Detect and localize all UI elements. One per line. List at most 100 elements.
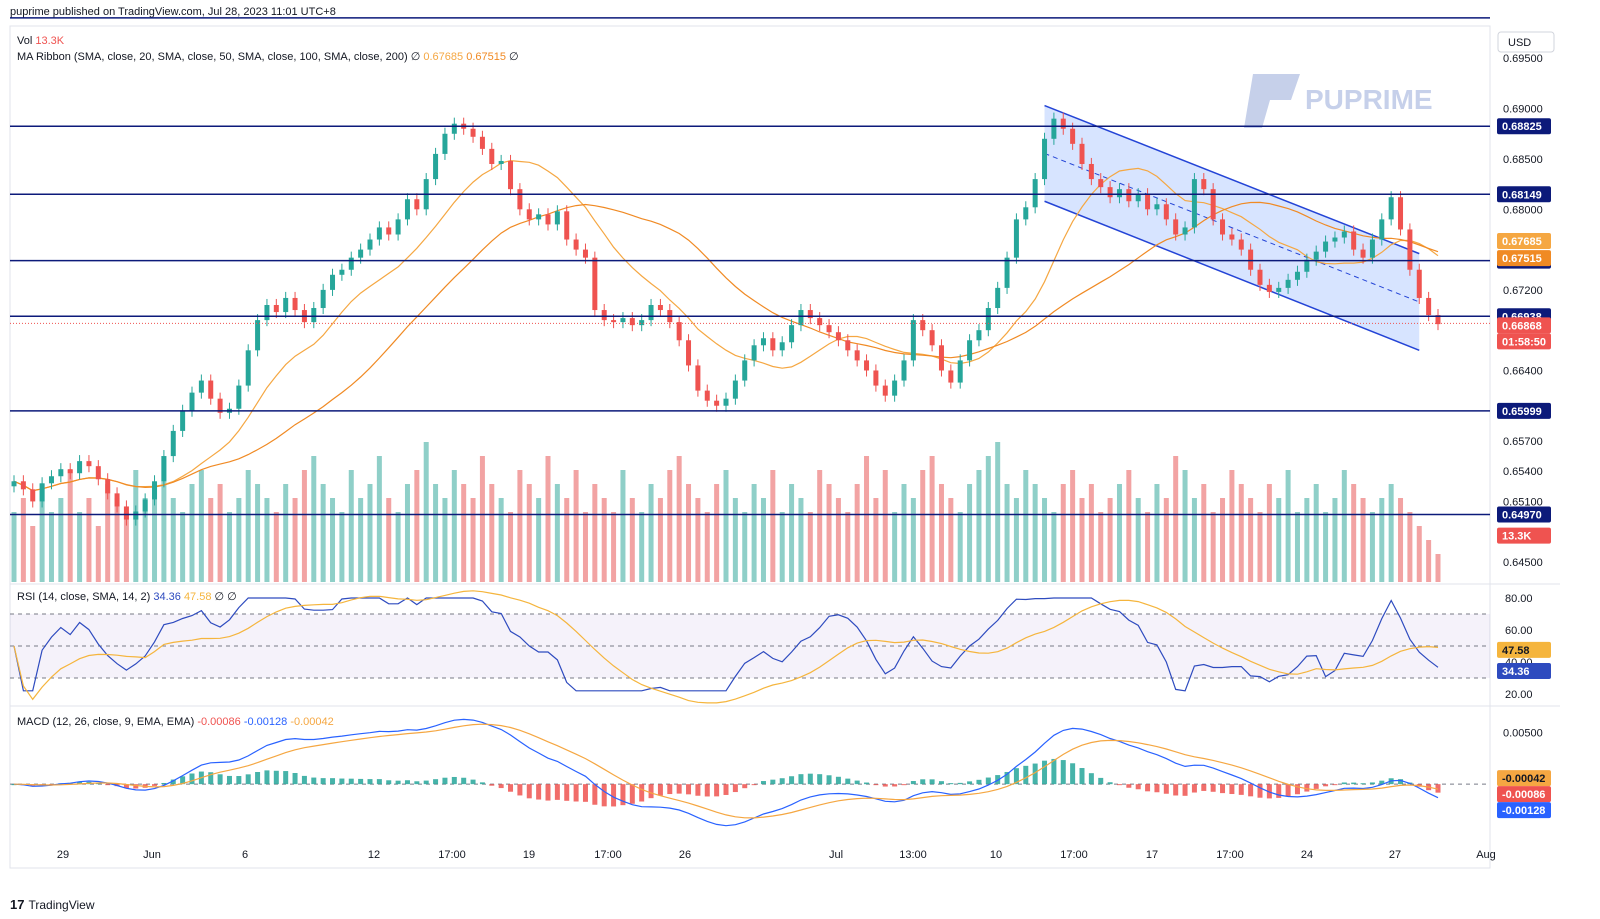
volume-bar bbox=[451, 470, 457, 582]
macd-histogram-bar bbox=[910, 781, 916, 785]
volume-bar bbox=[11, 512, 17, 582]
macd-histogram-bar bbox=[1220, 784, 1226, 794]
candle-body bbox=[358, 249, 364, 258]
candle-body bbox=[1135, 194, 1141, 202]
candle-body bbox=[404, 199, 410, 220]
volume-bar bbox=[77, 512, 83, 582]
macd-histogram-bar bbox=[161, 782, 167, 785]
candle-body bbox=[1023, 207, 1029, 220]
volume-bar bbox=[1135, 498, 1141, 582]
macd-histogram-bar bbox=[789, 776, 795, 785]
candle-body bbox=[601, 310, 607, 321]
candle-body bbox=[751, 345, 757, 361]
candle-body bbox=[95, 466, 101, 480]
tradingview-logo-icon: 17 bbox=[10, 897, 25, 912]
macd-histogram-bar bbox=[864, 782, 870, 785]
last-price-tag-bg bbox=[1497, 317, 1551, 334]
candle-body bbox=[686, 340, 692, 366]
volume-bar bbox=[545, 456, 551, 582]
volume-bar bbox=[479, 456, 485, 582]
macd-histogram-bar bbox=[1266, 784, 1272, 799]
candle-body bbox=[133, 511, 139, 520]
time-tick-label: 17:00 bbox=[438, 849, 466, 861]
time-tick-label: 17:00 bbox=[594, 849, 622, 861]
macd-signal-tag-bg bbox=[1497, 786, 1551, 803]
time-tick-label: 17:00 bbox=[1216, 849, 1244, 861]
macd-histogram-bar bbox=[835, 776, 841, 785]
macd-signal-tag: -0.00086 bbox=[1502, 789, 1545, 801]
price-tick-label: 0.68000 bbox=[1503, 204, 1543, 216]
candle-body bbox=[1304, 259, 1310, 272]
candle-body bbox=[1285, 279, 1291, 288]
macd-histogram-bar bbox=[667, 784, 673, 795]
macd-histogram-bar bbox=[180, 776, 186, 785]
macd-histogram-bar bbox=[873, 784, 879, 786]
indicator-legends: Vol 13.3K MA Ribbon (SMA, close, 20, SMA… bbox=[17, 35, 519, 728]
macd-histogram-bar bbox=[245, 774, 251, 785]
candle-body bbox=[1201, 179, 1207, 190]
volume-bar bbox=[1248, 498, 1254, 582]
macd-histogram-bar bbox=[592, 784, 598, 805]
macd-histogram-bar bbox=[564, 784, 570, 801]
volume-bar bbox=[1098, 512, 1104, 582]
macd-histogram-bar bbox=[770, 779, 776, 785]
macd-histogram-bar bbox=[133, 784, 139, 789]
macd-histogram-bar bbox=[1032, 763, 1038, 785]
macd-histogram-bar bbox=[1229, 784, 1235, 795]
candle-body bbox=[1266, 284, 1272, 292]
level-price-tag: 0.68825 bbox=[1502, 121, 1542, 133]
volume-bar bbox=[1154, 484, 1160, 582]
macd-histogram-bar bbox=[554, 784, 560, 800]
volume-bar bbox=[1042, 498, 1048, 582]
macd-histogram-bar bbox=[1332, 784, 1338, 786]
rsi-value-tag: 34.36 bbox=[1502, 666, 1530, 678]
price-tick-label: 0.65100 bbox=[1503, 496, 1543, 508]
macd-histogram-bar bbox=[1013, 768, 1019, 785]
puprime-watermark-text: PUPRIME bbox=[1305, 84, 1433, 115]
candle-body bbox=[976, 330, 982, 341]
time-tick-label: 19 bbox=[523, 849, 535, 861]
macd-histogram-bar bbox=[536, 784, 542, 800]
volume-bar bbox=[864, 456, 870, 582]
tradingview-brand: TradingView bbox=[28, 897, 95, 912]
volume-bar bbox=[376, 456, 382, 582]
macd-histogram-bar bbox=[339, 778, 345, 785]
candle-body bbox=[1360, 249, 1366, 258]
volume-bar bbox=[835, 498, 841, 582]
candle-body bbox=[451, 123, 457, 134]
candle-body bbox=[1379, 219, 1385, 240]
rsi-tick-label: 60.00 bbox=[1505, 625, 1533, 637]
volume-bar bbox=[714, 484, 720, 582]
volume-bar bbox=[1116, 484, 1122, 582]
volume-bar bbox=[798, 498, 804, 582]
macd-histogram-bar bbox=[1379, 780, 1385, 785]
candle-body bbox=[779, 342, 785, 351]
volume-bar bbox=[1426, 540, 1432, 582]
macd-histogram-bar bbox=[292, 772, 298, 785]
macd-histogram-bar bbox=[1191, 784, 1197, 793]
volume-bar bbox=[1276, 498, 1282, 582]
volume-bar bbox=[1238, 484, 1244, 582]
volume-bar bbox=[180, 512, 186, 582]
macd-histogram-bar bbox=[1173, 784, 1179, 796]
candle-body bbox=[189, 392, 195, 411]
candle-body bbox=[20, 481, 26, 490]
volume-bar bbox=[723, 470, 729, 582]
volume-bar bbox=[789, 484, 795, 582]
volume-bar bbox=[592, 484, 598, 582]
candle-body bbox=[273, 305, 279, 313]
candle-body bbox=[1332, 237, 1338, 242]
time-tick-label: 29 bbox=[57, 849, 69, 861]
volume-bar bbox=[1088, 484, 1094, 582]
level-price-tag-bg bbox=[1497, 402, 1551, 419]
time-tick-label: Jun bbox=[143, 849, 161, 861]
candle-body bbox=[929, 330, 935, 346]
macd-histogram-bar bbox=[301, 775, 307, 785]
price-tick-label: 0.69500 bbox=[1503, 53, 1543, 65]
volume-bar bbox=[564, 498, 570, 582]
candle-body bbox=[1013, 219, 1019, 258]
candle-body bbox=[957, 360, 963, 383]
volume-bar bbox=[1407, 512, 1413, 582]
candle-body bbox=[367, 239, 373, 250]
